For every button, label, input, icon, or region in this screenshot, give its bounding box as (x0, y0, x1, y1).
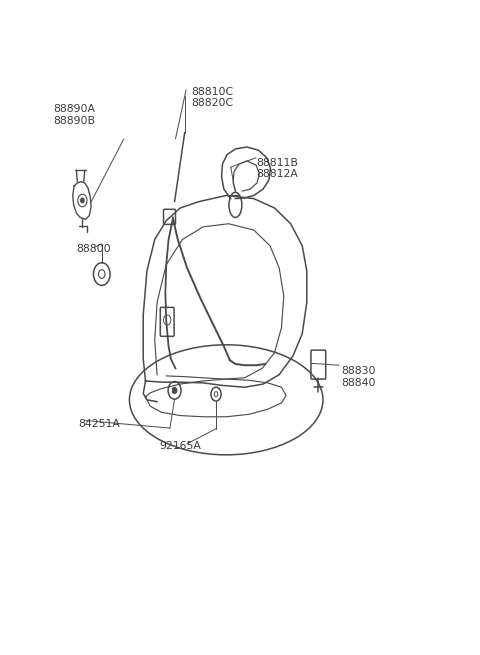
Text: 84251A: 84251A (78, 419, 120, 428)
Text: 88800: 88800 (76, 244, 111, 255)
Circle shape (172, 387, 177, 394)
Text: 88830
88840: 88830 88840 (341, 367, 376, 388)
Text: 92165A: 92165A (159, 441, 201, 451)
Circle shape (81, 198, 84, 203)
Text: 88890A
88890B: 88890A 88890B (53, 104, 96, 126)
Text: 88811B
88812A: 88811B 88812A (256, 158, 298, 179)
Text: 88810C
88820C: 88810C 88820C (192, 86, 234, 108)
